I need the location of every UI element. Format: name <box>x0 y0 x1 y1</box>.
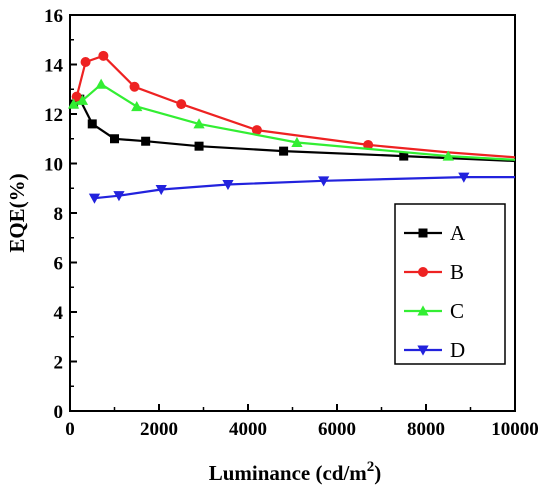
legend-marker-a <box>418 228 428 238</box>
x-tick-label: 0 <box>65 419 75 440</box>
y-tick-label: 2 <box>54 353 64 374</box>
legend-box <box>394 203 506 365</box>
series-b-point <box>251 125 262 136</box>
series-b-point <box>176 99 187 110</box>
series-a-point <box>194 141 204 151</box>
x-axis-title-sup: 2 <box>367 459 375 475</box>
y-tick-label: 8 <box>54 204 64 225</box>
legend-entry-a: A <box>404 221 466 245</box>
axis-ticks: 0 2000 4000 6000 8000 10000 0 2 4 6 8 10 12 14 16 <box>44 6 539 440</box>
series-c-line <box>73 83 516 161</box>
y-axis-title: EQE(%) <box>5 173 29 252</box>
series-c-point <box>193 118 205 129</box>
series-c-point <box>131 100 143 112</box>
x-axis-title-end: ) <box>374 461 381 485</box>
x-tick-label: 10000 <box>491 419 539 440</box>
series-a-point <box>87 119 97 129</box>
series-c-point <box>442 150 454 161</box>
series-a-point <box>399 151 409 161</box>
series-d-point <box>113 191 125 202</box>
y-tick-label: 12 <box>44 105 63 126</box>
series-b-point <box>129 81 140 92</box>
series-c-point <box>291 136 303 147</box>
legend-entry-d: D <box>404 338 465 362</box>
legend-label-c: C <box>450 299 464 323</box>
x-tick-label: 4000 <box>229 419 267 440</box>
legend-label-a: A <box>450 221 466 245</box>
x-axis-title-main: Luminance (cd/m <box>209 461 368 485</box>
y-tick-label: 0 <box>54 402 64 423</box>
series-a-point <box>110 134 119 144</box>
y-tick-label: 6 <box>54 254 64 275</box>
series-b <box>71 50 516 159</box>
series-c-point <box>67 98 80 109</box>
series-b-point <box>98 50 109 61</box>
series-layer <box>67 50 516 204</box>
series-a-point <box>141 136 151 146</box>
series-b-point <box>80 57 91 68</box>
y-tick-label: 16 <box>44 6 63 27</box>
series-d-point <box>318 176 330 187</box>
legend-marker-c <box>417 305 429 316</box>
legend-marker-b <box>418 267 428 277</box>
y-tick-label: 4 <box>54 303 64 324</box>
legend-marker-d <box>417 345 429 356</box>
x-tick-label: 2000 <box>140 419 178 440</box>
series-c-point <box>76 94 89 105</box>
series-b-point <box>71 91 82 102</box>
x-tick-label: 6000 <box>318 419 356 440</box>
series-a-point <box>279 146 289 156</box>
legend-label-d: D <box>450 338 465 362</box>
series-d <box>88 172 515 204</box>
series-c <box>67 78 516 161</box>
series-c-point <box>95 78 107 89</box>
y-tick-label: 14 <box>44 56 64 77</box>
series-d-point <box>458 172 470 183</box>
series-d-point <box>88 193 101 204</box>
series-d-point <box>155 184 167 196</box>
legend-label-b: B <box>450 260 464 284</box>
x-tick-label: 8000 <box>407 419 445 440</box>
legend-entry-b: B <box>404 260 464 284</box>
series-b-point <box>363 139 374 150</box>
y-tick-label: 10 <box>44 155 63 176</box>
x-axis-title: Luminance (cd/m2) <box>209 459 382 485</box>
series-d-point <box>222 180 234 191</box>
legend-entry-c: C <box>404 299 464 323</box>
